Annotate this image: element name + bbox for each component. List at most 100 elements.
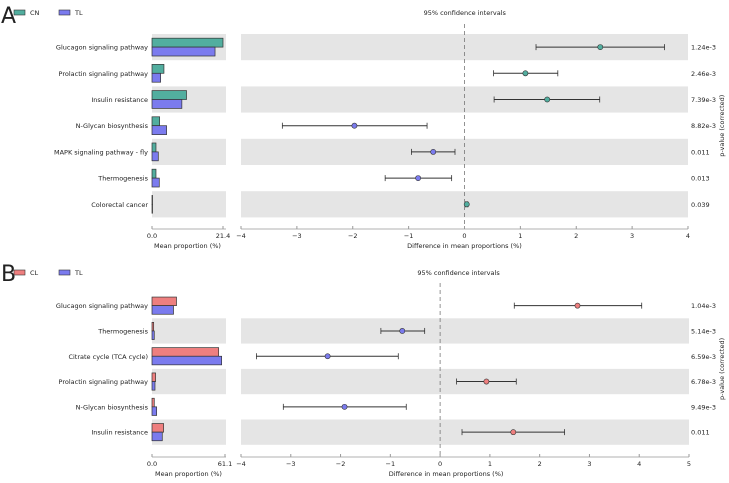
panel-label: A	[1, 4, 16, 29]
panel-a: A CN TL 95% confidence intervals Glucagon si…	[1, 4, 726, 250]
diff-tick-label: −1	[404, 232, 414, 240]
diff-tick-label: 4	[686, 232, 690, 240]
p-value: 9.49e-3	[691, 403, 716, 411]
row-label: Glucagon signaling pathway	[56, 302, 148, 310]
bar-cn	[151, 64, 165, 74]
legend-label-tl: TL	[74, 9, 83, 17]
diff-tick-label: −2	[348, 232, 358, 240]
diff-point	[341, 403, 348, 410]
bar-cl	[151, 296, 177, 307]
diff-point	[574, 302, 581, 309]
diff-point	[522, 70, 529, 77]
ci-title: 95% confidence intervals	[424, 9, 507, 17]
row-label: Insulin resistance	[91, 96, 148, 104]
bar-tl	[151, 125, 167, 135]
row-label: Citrate cycle (TCA cycle)	[68, 353, 148, 361]
bar-x-label: Mean proportion (%)	[154, 242, 221, 250]
bar-tl	[151, 330, 155, 340]
p-value: 2.46e-3	[691, 70, 716, 78]
diff-tick-label: 1	[518, 232, 522, 240]
bar-tl	[151, 305, 174, 315]
diff-point	[483, 378, 490, 385]
p-value: 7.39e-3	[691, 96, 716, 104]
row-label: Insulin resistance	[91, 429, 148, 437]
diff-tick-label: 1	[488, 460, 492, 468]
diff-tick-label: −2	[336, 460, 346, 468]
bar-tl	[151, 431, 163, 442]
bar-cn	[151, 142, 157, 153]
bar-tl	[151, 406, 158, 416]
row-band	[152, 419, 226, 445]
diff-tick-label: 2	[538, 460, 542, 468]
bar-tick-label: 0.0	[147, 232, 157, 240]
p-value: 0.013	[691, 175, 710, 183]
legend-label-cn: CN	[30, 9, 40, 17]
diff-tick-label: 3	[630, 232, 634, 240]
legend-swatch-cn	[13, 9, 26, 16]
row-band	[152, 318, 226, 344]
p-value: 5.14e-3	[691, 327, 716, 335]
row-label: Thermogenesis	[97, 327, 148, 335]
diff-tick-label: −4	[236, 460, 246, 468]
bar-cn	[151, 37, 224, 48]
bar-cl	[151, 347, 220, 357]
row-label: N-Glycan biosynthesis	[76, 403, 149, 411]
diff-tick-label: −4	[236, 232, 246, 240]
bar-cl	[151, 397, 155, 408]
diff-tick-label: −1	[386, 460, 396, 468]
ci-title: 95% confidence intervals	[417, 269, 500, 277]
row-label: N-Glycan biosynthesis	[76, 122, 149, 130]
row-band	[241, 318, 689, 344]
bar-cn	[151, 195, 153, 205]
p-value-axis-label: p-value (corrected)	[718, 95, 726, 157]
bar-tl	[151, 99, 183, 109]
bar-tl	[151, 203, 153, 214]
diff-point	[324, 353, 331, 360]
bar-cn	[151, 168, 157, 179]
p-value: 8.82e-3	[691, 122, 716, 130]
bar-cl	[151, 321, 155, 332]
bar-x-label: Mean proportion (%)	[155, 470, 222, 478]
panel-label: B	[1, 262, 16, 287]
legend-label-cl: CL	[30, 269, 39, 277]
diff-tick-label: 0	[438, 460, 442, 468]
bar-tl	[151, 381, 156, 391]
diff-tick-label: 2	[574, 232, 578, 240]
diff-tick-label: −3	[292, 232, 302, 240]
row-label: Glucagon signaling pathway	[56, 44, 148, 52]
bar-tl	[151, 177, 160, 188]
diff-tick-label: 5	[687, 460, 691, 468]
p-value: 0.039	[691, 201, 710, 209]
diff-point	[544, 96, 551, 103]
bar-tick-label: 0.0	[147, 460, 157, 468]
bar-tl	[151, 355, 223, 366]
bar-cn	[151, 116, 160, 127]
diff-x-label: Difference in mean proportions (%)	[407, 242, 522, 250]
bar-cl	[151, 423, 164, 433]
diff-point	[399, 328, 406, 334]
p-value: 6.78e-3	[691, 378, 716, 386]
row-label: MAPK signaling pathway - fly	[54, 148, 148, 156]
bar-tick-label: 61.1	[218, 460, 232, 468]
row-band	[152, 191, 226, 218]
p-value-axis-label: p-value (corrected)	[718, 338, 726, 400]
diff-point	[430, 148, 437, 155]
diff-point	[351, 122, 358, 129]
legend-swatch-tl	[58, 9, 71, 16]
bar-cn	[151, 90, 187, 100]
diff-point	[510, 429, 517, 436]
p-value: 1.04e-3	[691, 302, 716, 310]
row-label: Colorectal cancer	[91, 201, 148, 209]
bar-cl	[151, 372, 156, 382]
bar-tl	[151, 151, 159, 162]
row-label: Prolactin signaling pathway	[59, 70, 149, 78]
bar-tick-label: 21.4	[216, 232, 230, 240]
diff-x-label: Difference in mean proportions (%)	[389, 470, 504, 478]
p-value: 0.011	[691, 148, 710, 156]
p-value: 0.011	[691, 429, 710, 437]
p-value: 1.24e-3	[691, 44, 716, 52]
diff-point	[597, 44, 604, 50]
bar-tl	[151, 72, 161, 83]
legend-label-tl: TL	[74, 269, 83, 277]
